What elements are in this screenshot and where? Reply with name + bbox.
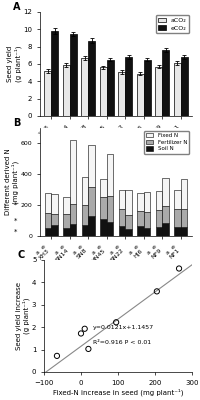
Bar: [70, 34, 77, 116]
Text: A: A: [13, 2, 20, 12]
Bar: [174, 209, 181, 227]
Bar: [88, 145, 95, 187]
Bar: [107, 222, 113, 236]
Bar: [181, 179, 187, 209]
Bar: [125, 215, 132, 229]
Bar: [144, 228, 150, 236]
Bar: [107, 154, 113, 196]
Bar: [63, 228, 70, 236]
Bar: [88, 187, 95, 216]
Bar: [119, 190, 125, 209]
Bar: [45, 193, 51, 213]
Point: [87, 346, 90, 352]
Bar: [45, 228, 51, 236]
Bar: [174, 63, 181, 116]
Point: [83, 326, 86, 332]
Y-axis label: Seed yield
(g plant⁻¹): Seed yield (g plant⁻¹): [7, 46, 22, 82]
Text: C: C: [17, 250, 25, 260]
Bar: [82, 225, 88, 236]
Bar: [125, 57, 132, 116]
Bar: [119, 226, 125, 236]
Bar: [100, 219, 107, 236]
Text: y=0.0121x+1.1457: y=0.0121x+1.1457: [93, 326, 154, 330]
Bar: [181, 209, 187, 227]
Bar: [82, 177, 88, 205]
Bar: [137, 226, 144, 236]
Bar: [174, 190, 181, 209]
Bar: [70, 140, 76, 204]
Bar: [81, 58, 88, 116]
Bar: [88, 41, 95, 116]
Y-axis label: Different derived N
(mg plant⁻¹): Different derived N (mg plant⁻¹): [5, 149, 19, 215]
Bar: [181, 57, 188, 116]
Point: [79, 330, 83, 337]
Bar: [162, 206, 169, 223]
Bar: [156, 227, 162, 236]
Bar: [100, 198, 107, 219]
Bar: [51, 31, 58, 116]
Bar: [144, 192, 150, 212]
Bar: [51, 194, 58, 214]
Bar: [162, 223, 169, 236]
Legend: aCO₂, eCO₂: aCO₂, eCO₂: [156, 15, 189, 33]
Point: [115, 319, 118, 326]
Bar: [107, 60, 114, 116]
Bar: [137, 74, 144, 116]
Bar: [156, 210, 162, 227]
Bar: [70, 224, 76, 236]
Bar: [137, 193, 144, 211]
Bar: [118, 72, 125, 116]
Y-axis label: Seed yield increase
(g plant⁻¹): Seed yield increase (g plant⁻¹): [16, 282, 30, 350]
Bar: [107, 196, 113, 222]
Bar: [125, 229, 132, 236]
Bar: [181, 227, 187, 236]
Bar: [125, 190, 132, 215]
Bar: [70, 204, 76, 224]
Text: *: *: [14, 228, 17, 234]
Bar: [44, 71, 51, 116]
Bar: [82, 205, 88, 225]
Bar: [63, 197, 70, 214]
Point: [155, 288, 158, 294]
Bar: [45, 213, 51, 228]
Bar: [100, 68, 107, 116]
Bar: [88, 216, 95, 236]
Bar: [63, 65, 70, 116]
Bar: [144, 60, 151, 116]
Bar: [174, 227, 181, 236]
Bar: [63, 214, 70, 228]
Bar: [100, 179, 107, 198]
Bar: [51, 225, 58, 236]
Text: B: B: [13, 118, 20, 128]
Bar: [119, 209, 125, 226]
Legend: Fixed N, Fertilizer N, Soil N: Fixed N, Fertilizer N, Soil N: [144, 131, 189, 154]
Bar: [51, 214, 58, 225]
Bar: [156, 191, 162, 210]
Bar: [155, 67, 162, 116]
Text: *: *: [14, 218, 17, 224]
Text: R²=0.916 P < 0.01: R²=0.916 P < 0.01: [93, 340, 151, 345]
Point: [55, 353, 59, 359]
Bar: [162, 50, 169, 116]
Point: [177, 265, 181, 272]
X-axis label: Fixed-N increase in seed (mg plant⁻¹): Fixed-N increase in seed (mg plant⁻¹): [53, 388, 183, 396]
Bar: [162, 178, 169, 206]
Bar: [144, 212, 150, 228]
Bar: [137, 211, 144, 226]
Text: *: *: [14, 202, 17, 208]
